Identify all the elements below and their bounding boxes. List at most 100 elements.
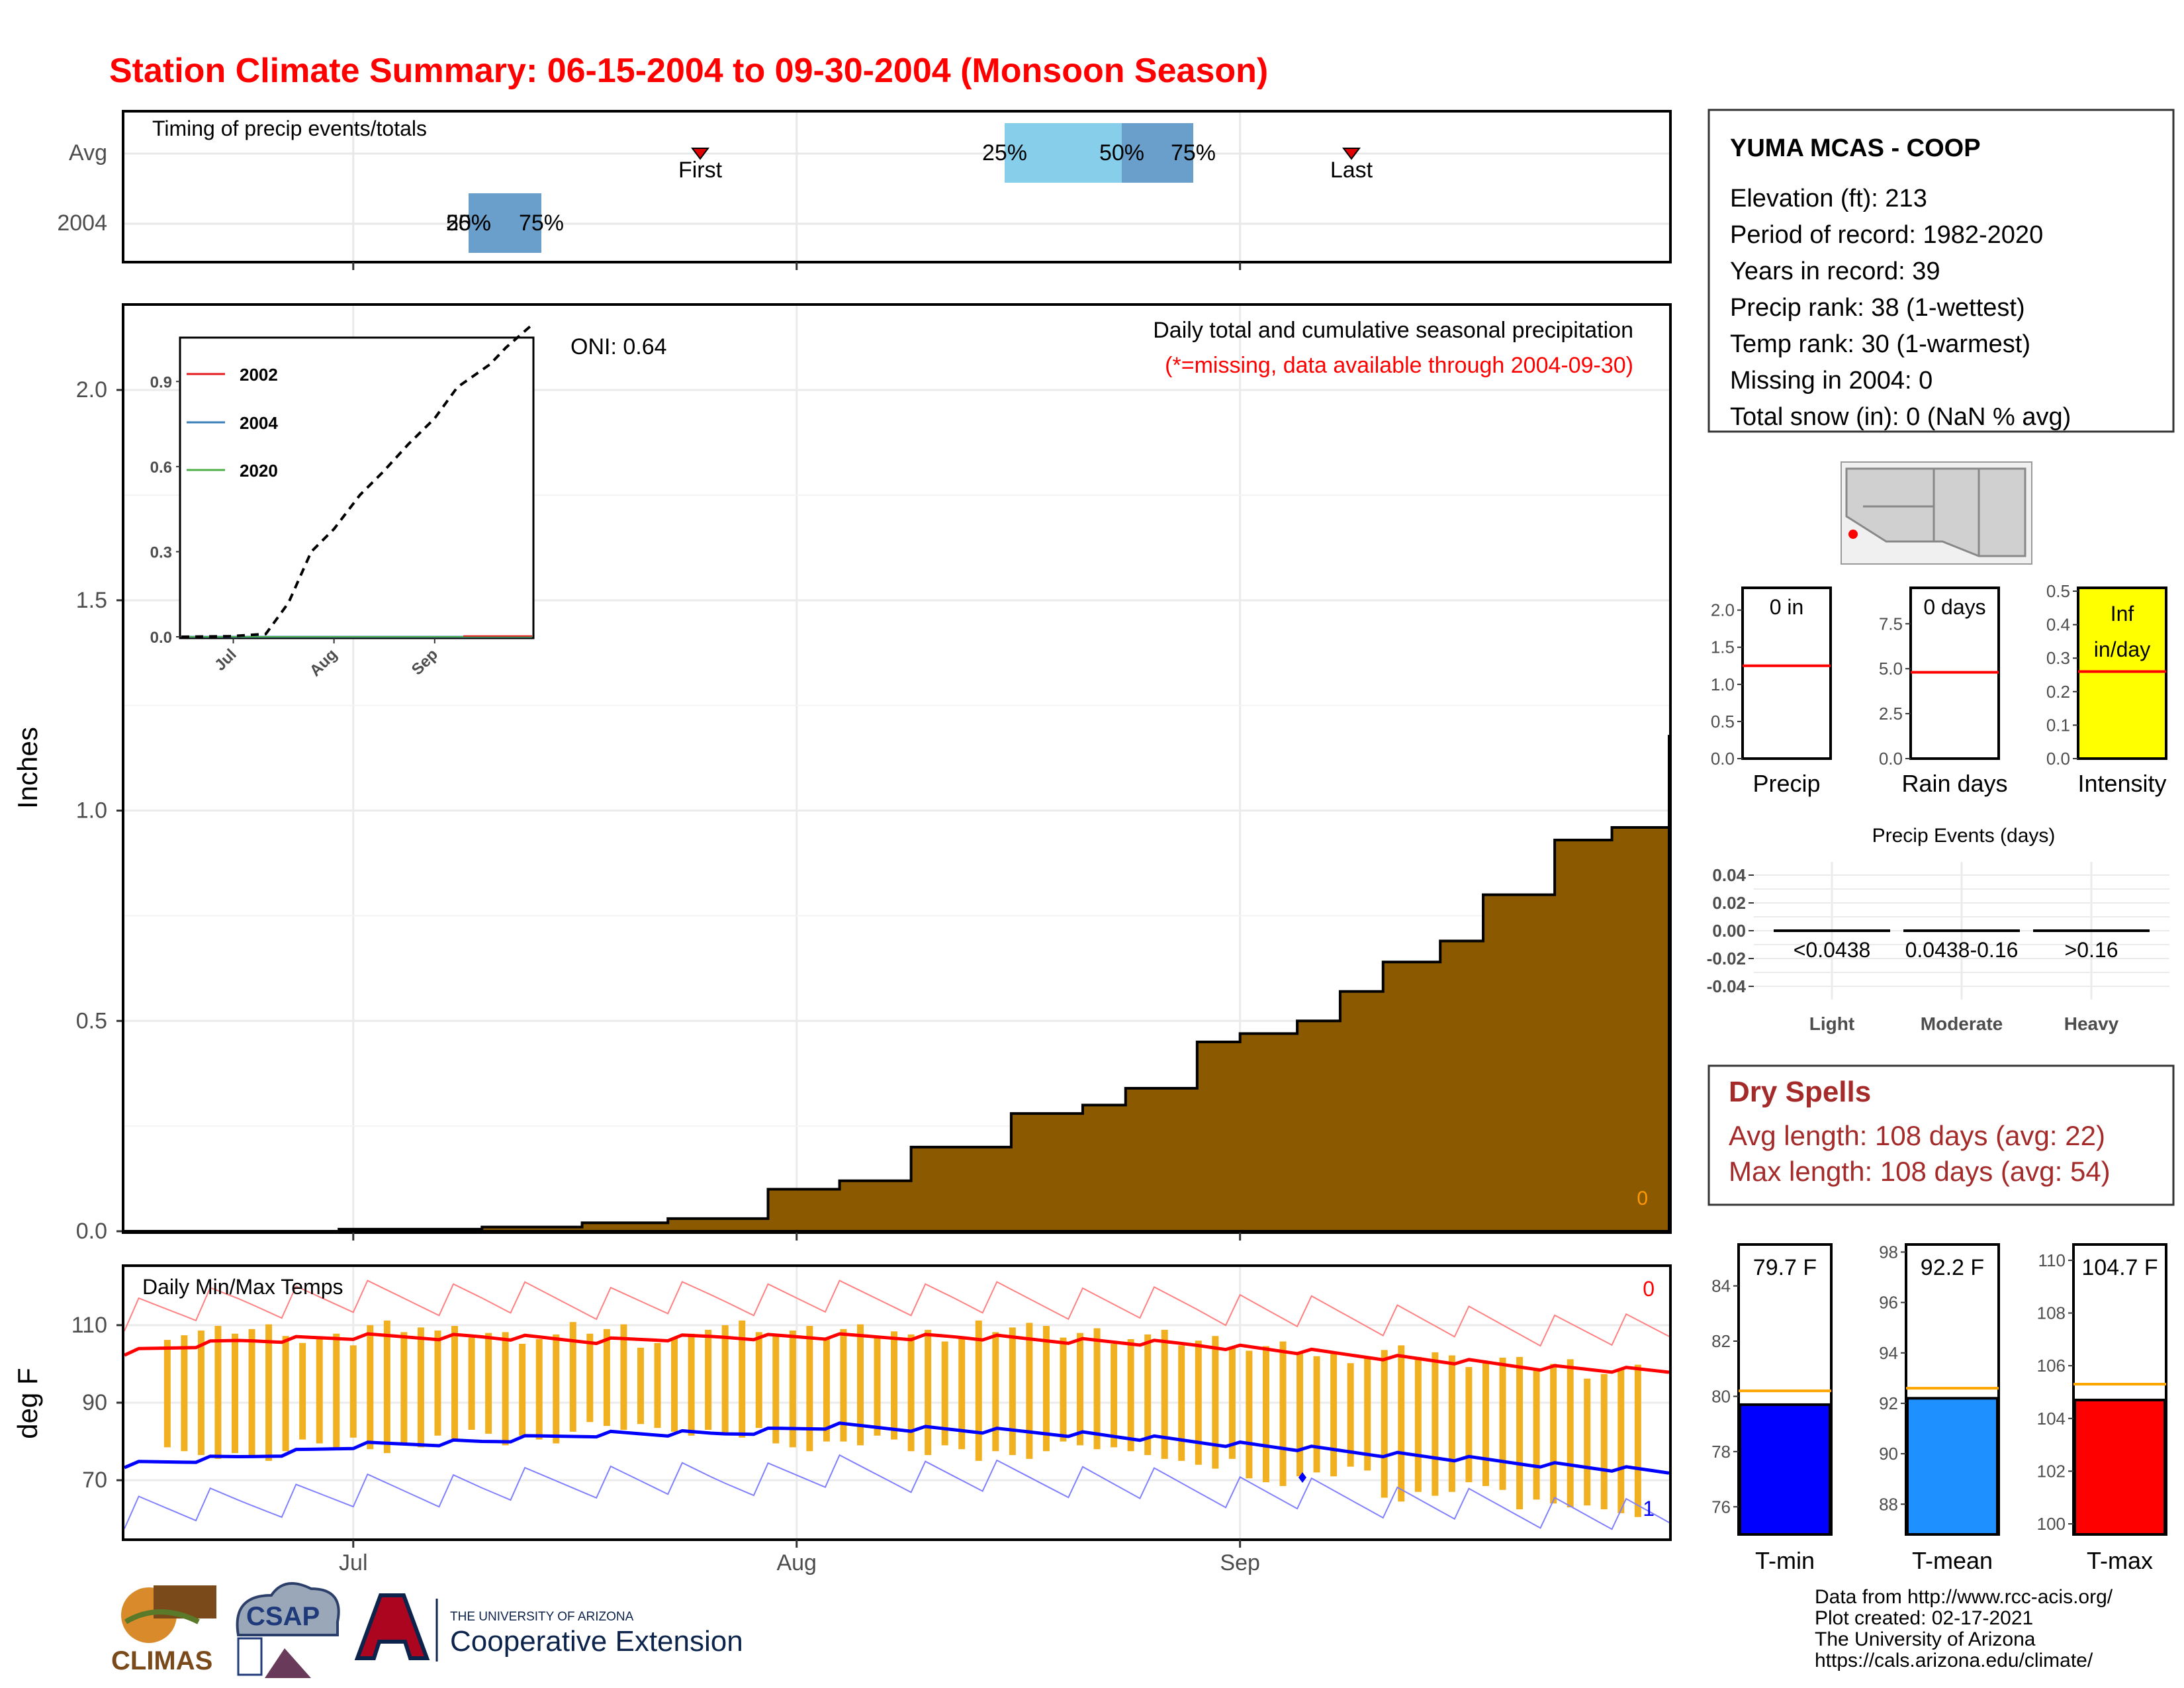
year-75-label: 75% [519, 211, 564, 236]
mini-ytick-label: 5.0 [1879, 659, 1903, 679]
timing-row-year: 2004 [57, 211, 107, 236]
events-category-label: Light [1809, 1013, 1854, 1034]
temp-mini-ytick-label: 76 [1711, 1497, 1731, 1517]
temp-mini-ytick-label: 78 [1711, 1442, 1731, 1462]
mini-ytick-label: 0.2 [2046, 682, 2070, 702]
mini-value-label: 0 in [1770, 595, 1804, 619]
climas-logo: CLIMAS [111, 1585, 216, 1675]
dry-spells-box: Dry Spells Avg length: 108 days (avg: 22… [1707, 1064, 2175, 1206]
temp-mini-ytick-label: 100 [2037, 1514, 2066, 1534]
inset-dashed-line [181, 324, 533, 638]
avg-25-label: 25% [982, 140, 1027, 165]
credit-line: Data from http://www.rcc-acis.org/ [1815, 1586, 2113, 1608]
mini-value-unit: in/day [2094, 637, 2150, 661]
temp-mini-ytick-label: 82 [1711, 1331, 1731, 1351]
last-label: Last [1330, 158, 1373, 183]
station-line: Years in record: 39 [1730, 258, 1940, 285]
precip-ytick-label: 0.0 [76, 1219, 107, 1244]
temp-mini-value: 104.7 F [2081, 1255, 2158, 1280]
temp-mini-label: T-min [1755, 1547, 1815, 1574]
temp-mini-value: 92.2 F [1921, 1255, 1984, 1280]
inset-ytick-label: 0.3 [150, 543, 172, 561]
dry-title: Dry Spells [1729, 1076, 1871, 1108]
avg-quartile-box-low [1005, 123, 1122, 183]
events-ytick-label: 0.00 [1712, 921, 1746, 941]
temp-ytick-label: 90 [82, 1390, 107, 1415]
temp-mini-ytick-label: 104 [2037, 1409, 2066, 1429]
mini-ytick-label: 0.4 [2046, 615, 2070, 635]
legend-2002: 2002 [240, 365, 278, 385]
precip-ytick-label: 2.0 [76, 377, 107, 402]
mini-value-label: Inf [2111, 602, 2134, 626]
mini-panel-label: Intensity [2077, 770, 2166, 797]
first-label: First [678, 158, 723, 183]
oni-label: ONI: 0.64 [570, 334, 667, 359]
year-50-label: 50% [446, 211, 491, 236]
ua-logo: THE UNIVERSITY OF ARIZONA Cooperative Ex… [354, 1593, 743, 1662]
station-location-marker [1848, 530, 1858, 539]
mini-ytick-label: 2.5 [1879, 704, 1903, 724]
inset-ytick-label: 0.6 [150, 459, 172, 477]
events-threshold-label: 0.0438-0.16 [1905, 938, 2019, 962]
temp-title: Daily Min/Max Temps [142, 1275, 343, 1299]
temp-mini-ytick-label: 90 [1879, 1444, 1898, 1464]
dry-avg: Avg length: 108 days (avg: 22) [1729, 1120, 2105, 1151]
station-line: Temp rank: 30 (1-warmest) [1730, 330, 2030, 358]
station-name: YUMA MCAS - COOP [1730, 134, 1981, 162]
events-ytick-label: -0.04 [1707, 976, 1747, 996]
precip-summary-panels: 0.0 0.5 1.0 1.5 2.0 0 in Precip 0.0 2.5 5.0 7.5 0 d… [1711, 581, 2167, 797]
station-line: Elevation (ft): 213 [1730, 185, 1927, 212]
events-category-label: Heavy [2064, 1013, 2119, 1034]
timing-panel: Timing of precip events/totals Avg 2004 … [57, 110, 1672, 263]
page-title: Station Climate Summary: 06-15-2004 to 0… [109, 52, 1268, 90]
credit-line: https://cals.arizona.edu/climate/ [1815, 1650, 2093, 1671]
avg-tmax-line [123, 1332, 1670, 1374]
precip-ytick-label: 1.5 [76, 588, 107, 613]
station-line: Total snow (in): 0 (NaN % avg) [1730, 403, 2071, 431]
temp-mini-bar [2073, 1398, 2166, 1536]
temp-mini-label: T-mean [1912, 1547, 1993, 1574]
month-label: Sep [1220, 1550, 1260, 1575]
station-info: YUMA MCAS - COOP Elevation (ft): 213 Peri… [1707, 109, 2175, 433]
station-line: Missing in 2004: 0 [1730, 367, 1933, 395]
month-label: Jul [339, 1550, 367, 1575]
temp-mini-bar [1906, 1397, 1999, 1536]
station-line: Period of record: 1982-2020 [1730, 221, 2043, 249]
dry-max: Max length: 108 days (avg: 54) [1729, 1156, 2111, 1187]
mini-value-label: 0 days [1923, 595, 1985, 619]
mini-ytick-label: 0.5 [1711, 712, 1735, 731]
mini-ytick-label: 0.3 [2046, 648, 2070, 668]
logos: CLIMAS CSAP THE UNIVERSITY OF ARIZONA Co… [111, 1582, 743, 1678]
precip-events-panel: Precip Events (days) 0.04 0.02 0.00 -0.02 -0… [1707, 825, 2169, 1034]
mini-ytick-label: 0.0 [2046, 749, 2070, 769]
station-line: Precip rank: 38 (1-wettest) [1730, 294, 2025, 322]
ua-small-text: THE UNIVERSITY OF ARIZONA [450, 1610, 634, 1624]
year-25-label: 25% [446, 211, 491, 236]
temp-mini-label: T-max [2087, 1547, 2153, 1574]
temp-mini-ytick-label: 84 [1711, 1276, 1731, 1296]
mini-ytick-label: 2.0 [1711, 600, 1735, 620]
precip-ytick-label: 0.5 [76, 1008, 107, 1033]
precip-missing-note: (*=missing, data available through 2004-… [1165, 353, 1633, 378]
mini-ytick-label: 0.5 [2046, 581, 2070, 601]
temp-mini-ytick-label: 108 [2037, 1303, 2066, 1323]
csap-text: CSAP [246, 1602, 320, 1631]
inset-ytick-label: 0.9 [150, 373, 172, 391]
temp-mini-ytick-label: 106 [2037, 1356, 2066, 1376]
cumulative-precip-area [124, 735, 1670, 1233]
record-low-line [124, 1454, 1670, 1530]
legend-2020: 2020 [240, 461, 278, 481]
temp-mini-ytick-label: 80 [1711, 1386, 1731, 1406]
mini-ytick-label: 7.5 [1879, 614, 1903, 633]
temp-max-corner: 0 [1643, 1277, 1655, 1301]
precip-corner-label: 0 [1637, 1188, 1648, 1209]
events-threshold-label: >0.16 [2065, 938, 2118, 962]
temp-summary-panels: 76 78 80 82 84 79.7 F T-min 88 90 92 94 96 98 92.2 F T… [1711, 1242, 2167, 1574]
timing-title: Timing of precip events/totals [152, 117, 427, 140]
avg-75-label: 75% [1171, 140, 1216, 165]
credit-line: Plot created: 02-17-2021 [1815, 1607, 2033, 1629]
temp-mini-ytick-label: 102 [2037, 1461, 2066, 1481]
temp-mini-value: 79.7 F [1753, 1255, 1817, 1280]
